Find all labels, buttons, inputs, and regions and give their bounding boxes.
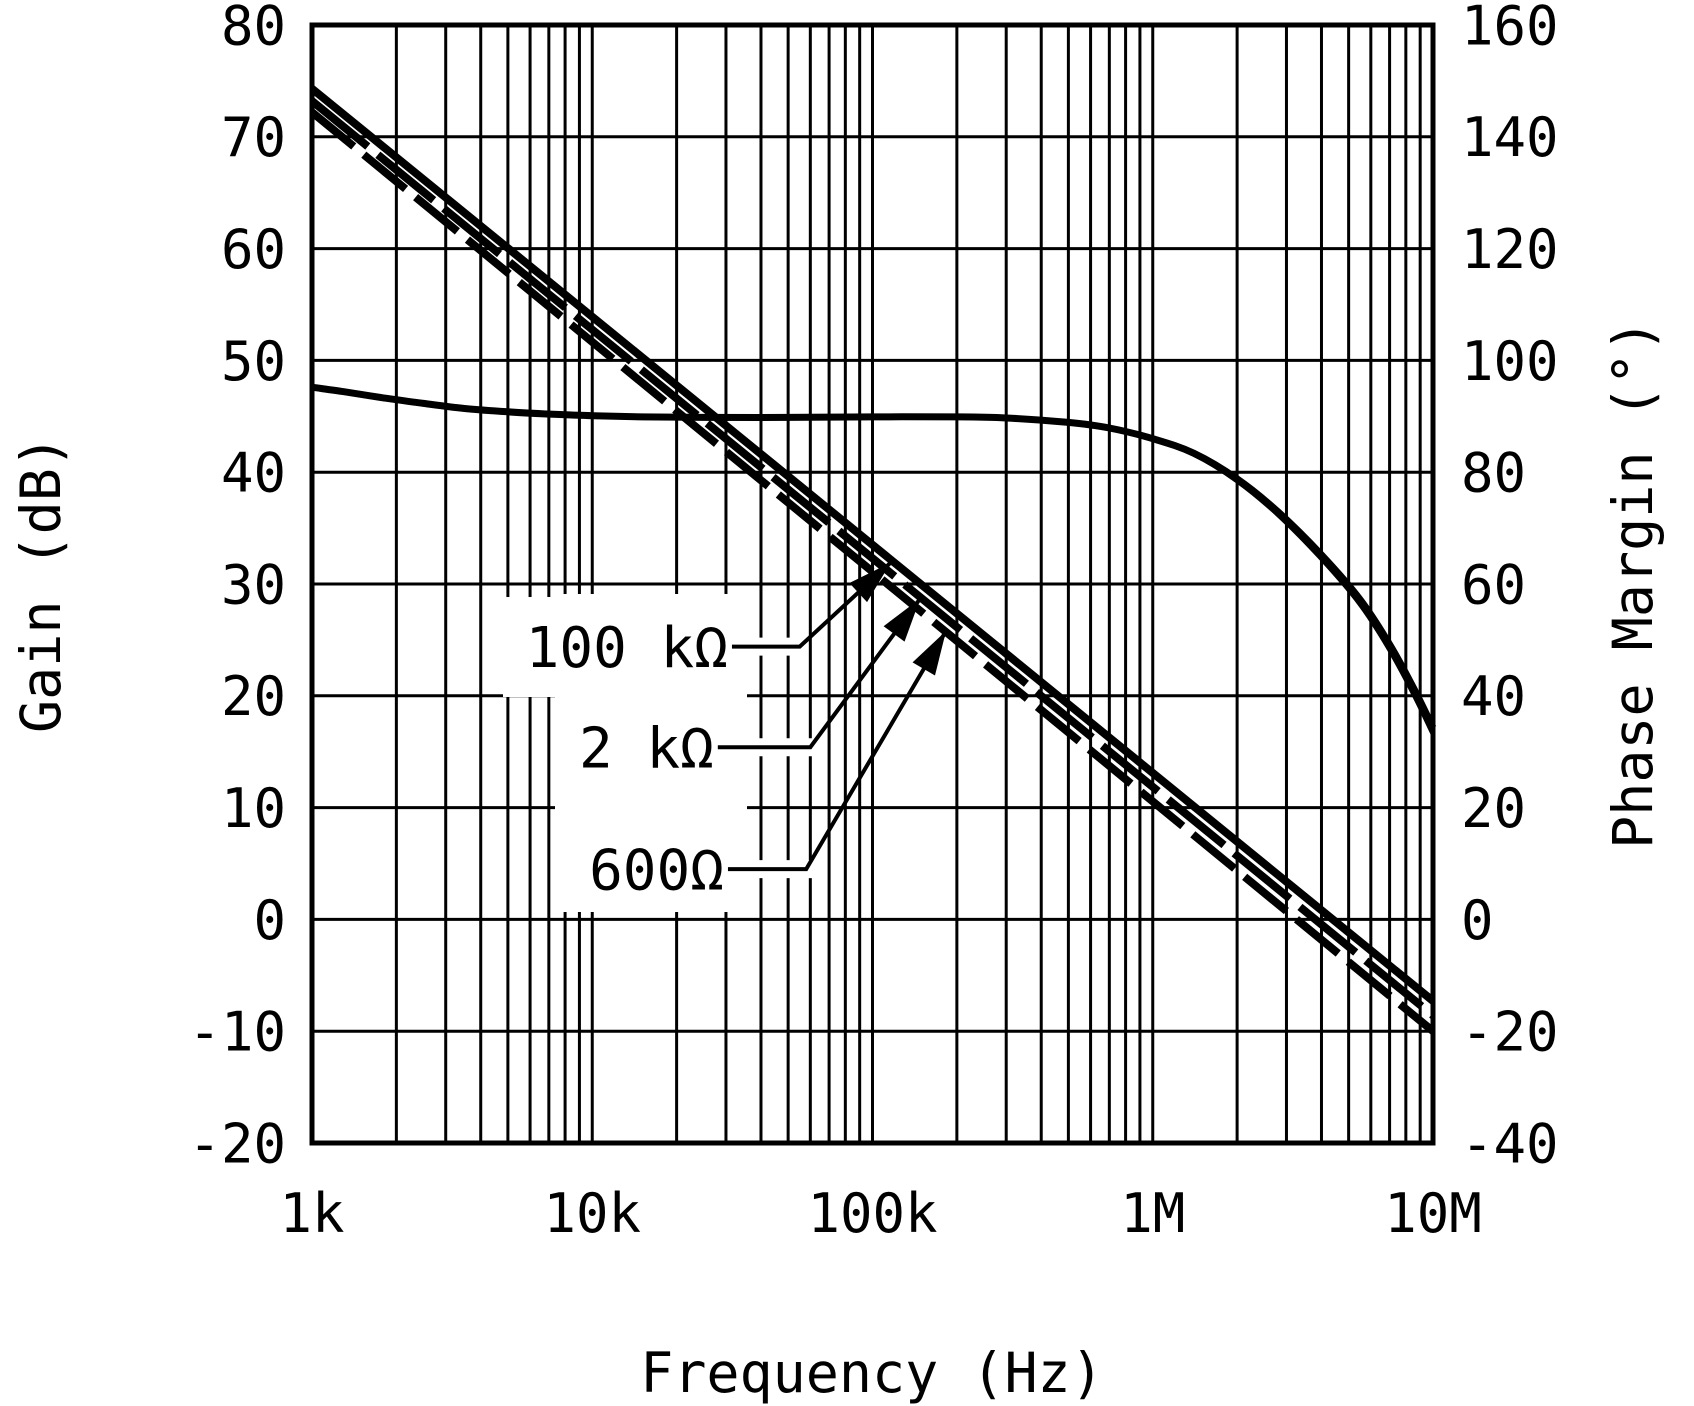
callout-arrow-0: [731, 561, 892, 649]
gain-curve-2: [309, 109, 1436, 1035]
y-right-tick-label: 80: [1461, 442, 1526, 505]
y-left-tick-label: 10: [221, 777, 286, 840]
y-right-tick-label: 100: [1461, 330, 1559, 393]
axis-tick-labels: 80706050403020100-10-2016014012010080604…: [188, 0, 1558, 1245]
gain-curve-0: [309, 85, 1436, 1005]
x-axis-title: Frequency (Hz): [640, 1341, 1104, 1405]
gain-curve-1: [309, 97, 1436, 1019]
y-left-tick-label: 40: [221, 442, 286, 505]
y-left-tick-label: 20: [221, 665, 286, 728]
x-tick-label: 10k: [543, 1182, 641, 1245]
y-right-axis-title: Phase Margin (°): [1601, 319, 1665, 849]
y-right-tick-label: 0: [1461, 889, 1494, 952]
y-left-tick-label: 60: [221, 218, 286, 281]
y-right-tick-label: 120: [1461, 218, 1559, 281]
y-right-tick-label: -40: [1461, 1112, 1559, 1175]
y-left-axis-title: Gain (dB): [9, 435, 73, 733]
x-tick-label: 100k: [807, 1182, 937, 1245]
y-left-tick-label: -20: [188, 1112, 286, 1175]
grid-lines: [310, 23, 1435, 1145]
y-right-tick-label: 160: [1461, 0, 1559, 57]
y-left-tick-label: 30: [221, 553, 286, 616]
label-mask-1: [503, 597, 565, 697]
y-left-tick-label: 70: [221, 106, 286, 169]
y-left-tick-label: 80: [221, 0, 286, 57]
y-left-tick-label: 50: [221, 330, 286, 393]
y-right-tick-label: -20: [1461, 1001, 1559, 1064]
grid-path: [310, 23, 1435, 1145]
plot-frame: [309, 22, 1436, 1146]
data-curves: [309, 85, 1437, 1035]
x-tick-label: 1k: [279, 1182, 344, 1245]
y-right-tick-label: 20: [1461, 777, 1526, 840]
curve-label-2: 600Ω: [589, 838, 724, 903]
curve-callouts: 100 kΩ 2 kΩ 600Ω: [503, 561, 948, 912]
phase-margin-curve-strand2: [311, 384, 1436, 735]
x-tick-label: 1M: [1120, 1182, 1185, 1245]
callout-arrow-1: [717, 597, 922, 750]
curve-label-0: 100 kΩ: [526, 616, 728, 681]
x-tick-label: 10M: [1384, 1182, 1482, 1245]
y-right-tick-label: 40: [1461, 665, 1526, 728]
callout-arrow-2: [727, 629, 948, 872]
y-right-tick-label: 140: [1461, 106, 1559, 169]
y-right-tick-label: 60: [1461, 553, 1526, 616]
label-mask-0: [555, 594, 747, 912]
curve-label-1: 2 kΩ: [579, 716, 714, 781]
y-left-tick-label: -10: [188, 1001, 286, 1064]
y-left-tick-label: 0: [253, 889, 286, 952]
